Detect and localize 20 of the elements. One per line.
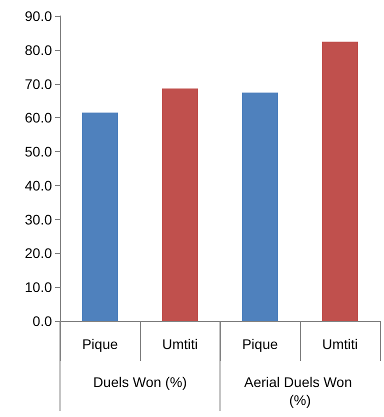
y-tick-label: 50.0 bbox=[24, 144, 52, 160]
text: Duels Won (%) bbox=[93, 374, 187, 390]
y-tick-label: 40.0 bbox=[24, 177, 52, 194]
x-tick-label: Pique bbox=[242, 336, 278, 352]
y-tick-label: 70.0 bbox=[24, 76, 52, 92]
text: Aerial Duels Won (%) bbox=[244, 374, 356, 408]
y-tick-label: 0.0 bbox=[32, 313, 52, 329]
bar bbox=[162, 88, 198, 321]
y-tick-label: 20.0 bbox=[24, 245, 52, 262]
y-tick-label: 30.0 bbox=[24, 211, 52, 228]
x-tick-label: Umtiti bbox=[322, 336, 358, 352]
y-tick-label: 80.0 bbox=[24, 42, 52, 58]
x-tick-label: Pique bbox=[82, 336, 118, 352]
y-tick-label: 60.0 bbox=[24, 110, 52, 126]
y-tick-label: 10.0 bbox=[24, 279, 52, 296]
y-tick-label: 90.0 bbox=[24, 8, 52, 24]
bar bbox=[322, 42, 358, 321]
bar bbox=[242, 92, 278, 321]
x-tick-label: Umtiti bbox=[162, 336, 198, 352]
bar bbox=[82, 112, 118, 321]
